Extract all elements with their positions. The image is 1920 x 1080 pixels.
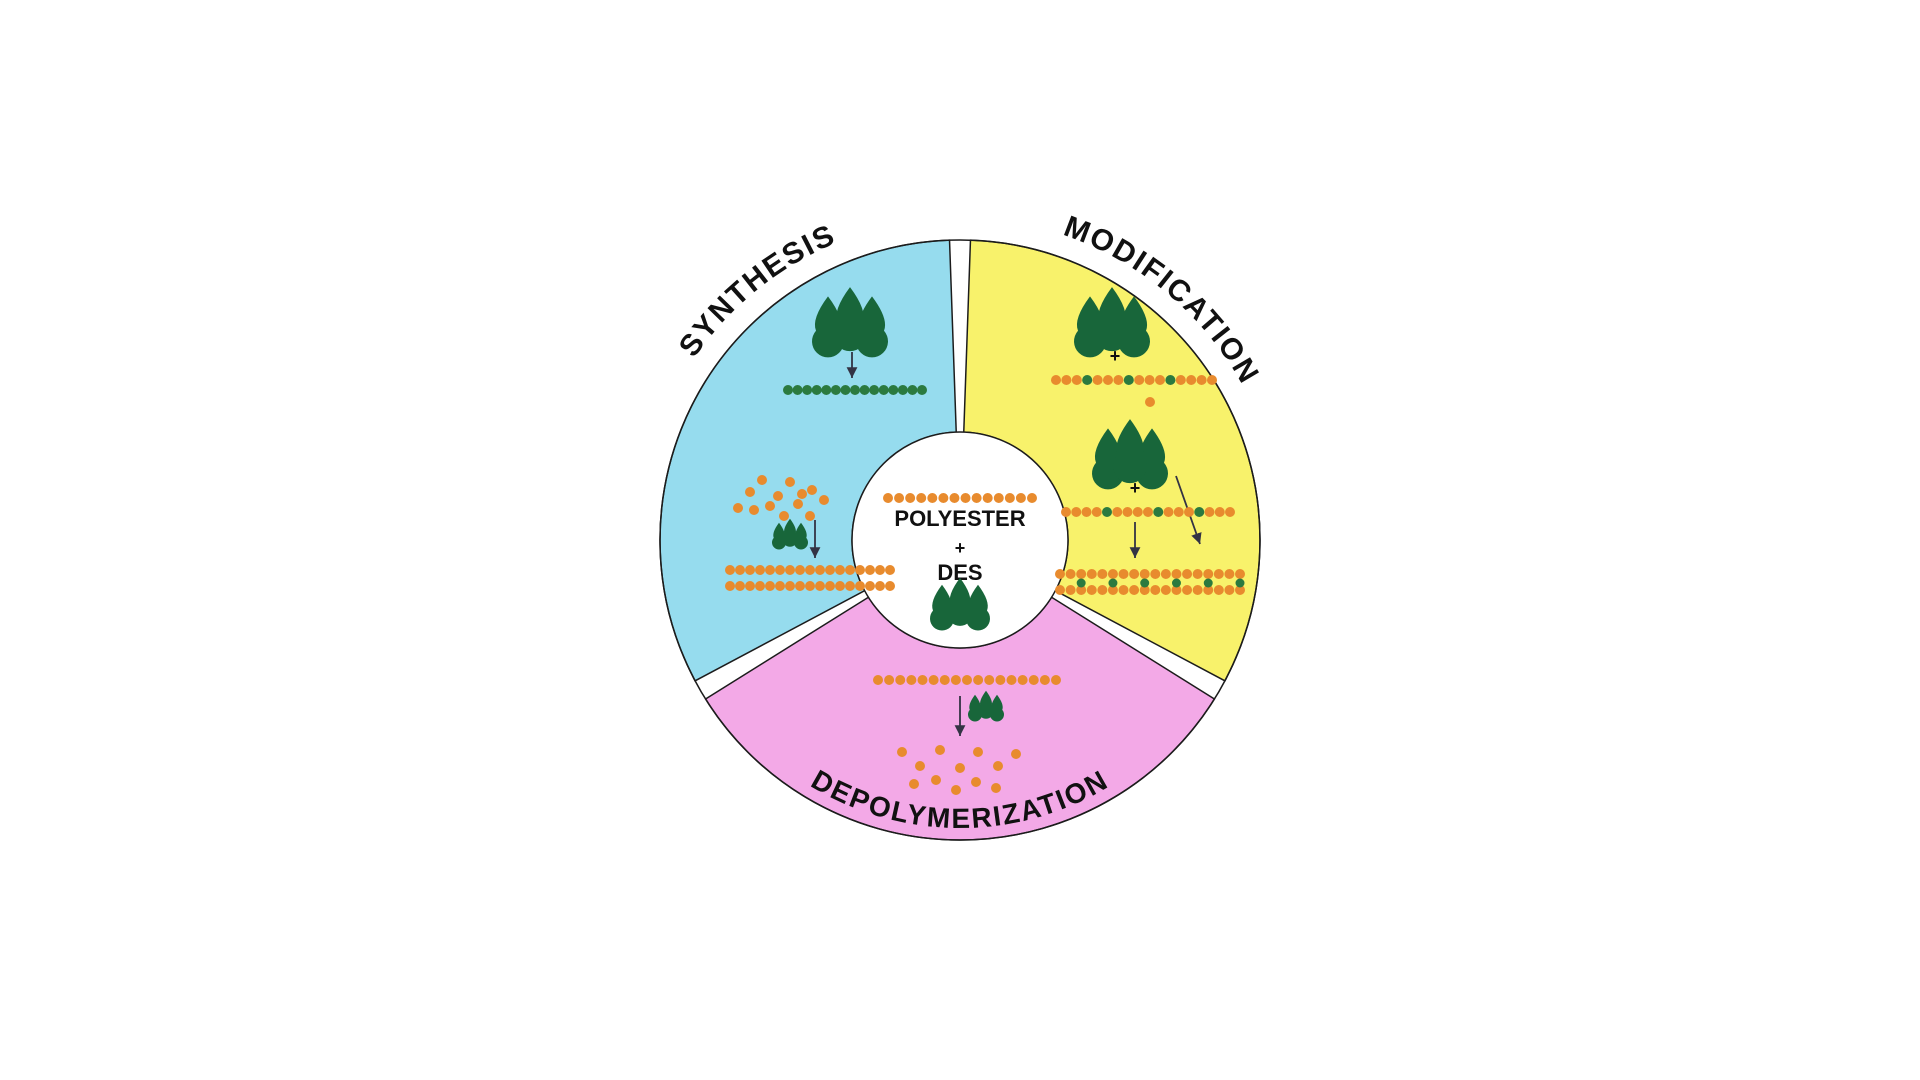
center-text-polyester: POLYESTER	[894, 506, 1025, 531]
svg-text:+: +	[1110, 346, 1121, 366]
center-text-plus: +	[955, 538, 966, 558]
diagram-stage: SYNTHESISMODIFICATIONDEPOLYMERIZATIONPOL…	[580, 160, 1340, 920]
svg-text:+: +	[1130, 478, 1141, 498]
